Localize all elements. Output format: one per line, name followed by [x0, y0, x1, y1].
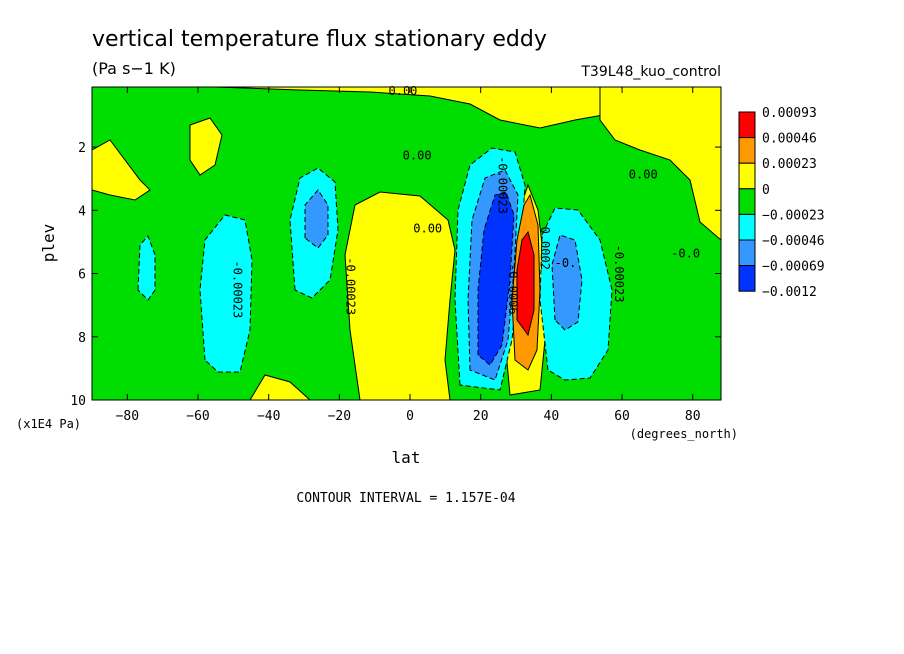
- colorbar-label: 0.00046: [762, 132, 817, 147]
- colorbar-swatch: [738, 111, 756, 139]
- colorbar-swatch: [738, 137, 756, 164]
- positive-region-left: [92, 139, 151, 201]
- x-tick-label: 60: [614, 409, 630, 424]
- x-tick-label: 40: [544, 409, 560, 424]
- x-tick-label: −20: [328, 409, 351, 424]
- y-axis: 2 4 6 8 10: [70, 141, 721, 409]
- contour-label: 0.0002: [538, 227, 552, 270]
- contour-label: -0.0: [671, 247, 700, 261]
- colorbar-label: 0: [762, 183, 770, 198]
- colorbar-swatch: [738, 213, 756, 241]
- colorbar-label: −0.00069: [762, 260, 825, 275]
- x-tick-label: 0: [406, 409, 414, 424]
- positive-region-left3: [249, 374, 311, 400]
- contour-label: 0.00: [413, 221, 442, 235]
- positive-region-center: [344, 191, 456, 400]
- y-tick-label: 4: [78, 204, 86, 219]
- colorbar-label: −0.00046: [762, 234, 825, 249]
- negative-region-5: [137, 235, 156, 301]
- run-label: T39L48_kuo_control: [580, 64, 721, 80]
- colorbar-label: −0.00023: [762, 208, 825, 223]
- x-tick-label: −80: [116, 409, 139, 424]
- positive-region-left2: [189, 117, 223, 176]
- plot-frame: [91, 86, 722, 401]
- negative-core: [477, 191, 515, 366]
- chart-title: vertical temperature flux stationary edd…: [92, 27, 547, 52]
- y-tick-label: 8: [78, 331, 86, 346]
- negative-region-7: [551, 234, 583, 331]
- colorbar-swatch: [738, 265, 756, 292]
- positive-red: [516, 230, 535, 337]
- contour-label: -0.00023: [495, 156, 509, 214]
- contour-label: 0.00: [389, 84, 418, 98]
- colorbar-swatch: [738, 239, 756, 267]
- contour-label: -0.00023: [343, 257, 357, 315]
- y-tick-label: 2: [78, 141, 86, 156]
- contour-label: 0.00: [629, 168, 658, 182]
- x-axis: −80 −60 −40 −20 0 20 40 60 80: [116, 87, 701, 424]
- contour-label: -0.: [555, 256, 577, 270]
- colorbar: 0.00093 0.00046 0.00023 0 −0.00023 −0.00046 −0…: [738, 106, 825, 300]
- colorbar-swatch: [738, 162, 756, 190]
- contour-labels: 0.00 0.00 0.00 -0.00023 -0.00023 -0.00023 0.00…: [230, 84, 700, 318]
- contour-label: -0.00023: [230, 260, 244, 318]
- contour-label: -0.0006: [506, 264, 520, 315]
- units-label: (Pa s−1 K): [92, 59, 176, 78]
- contour-label: 0.00: [403, 149, 432, 163]
- colorbar-label: 0.00093: [762, 106, 817, 121]
- x-units-label: (degrees_north): [630, 427, 738, 441]
- plot-area: [92, 87, 721, 400]
- contour-interval: CONTOUR INTERVAL = 1.157E-04: [296, 491, 515, 506]
- y-tick-label: 6: [78, 268, 86, 283]
- negative-region-1: [199, 214, 253, 373]
- positive-region-topright: [599, 87, 721, 241]
- y-units-label: (x1E4 Pa): [16, 417, 81, 431]
- y-axis-label: plev: [39, 224, 58, 263]
- colorbar-swatch: [738, 188, 756, 215]
- x-tick-label: −40: [257, 409, 280, 424]
- x-tick-label: −60: [186, 409, 209, 424]
- x-axis-label: lat: [392, 448, 421, 467]
- colorbar-label: −0.0012: [762, 285, 817, 300]
- x-tick-label: 80: [685, 409, 701, 424]
- x-tick-label: 20: [473, 409, 489, 424]
- negative-region-6: [304, 189, 329, 249]
- contour-label: -0.00023: [612, 245, 626, 303]
- y-tick-label: 10: [70, 394, 86, 409]
- colorbar-label: 0.00023: [762, 157, 817, 172]
